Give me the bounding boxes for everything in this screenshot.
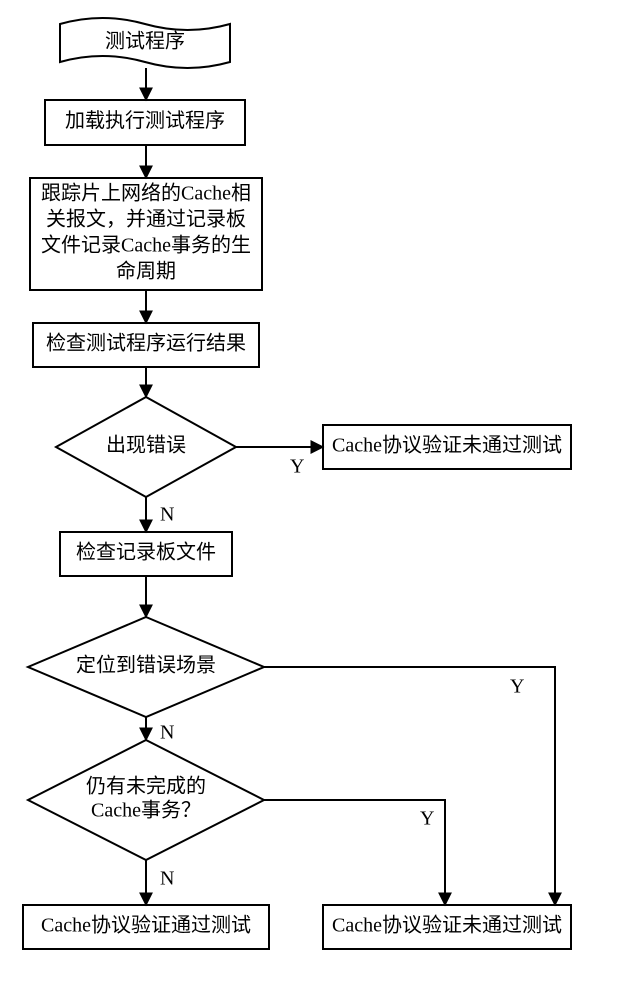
svg-text:Cache协议验证通过测试: Cache协议验证通过测试	[41, 914, 251, 937]
svg-text:出现错误: 出现错误	[106, 434, 186, 457]
svg-text:命周期: 命周期	[116, 260, 176, 283]
svg-text:仍有未完成的: 仍有未完成的	[86, 775, 206, 798]
svg-text:跟踪片上网络的Cache相: 跟踪片上网络的Cache相	[41, 182, 251, 205]
svg-text:Cache事务？: Cache事务？	[91, 799, 201, 822]
svg-text:N: N	[160, 868, 174, 890]
svg-text:Y: Y	[290, 456, 304, 478]
svg-text:Y: Y	[510, 676, 524, 698]
svg-text:加载执行测试程序: 加载执行测试程序	[65, 109, 225, 132]
svg-text:N: N	[160, 722, 174, 744]
edge-7	[264, 667, 555, 905]
svg-text:测试程序: 测试程序	[105, 30, 185, 53]
svg-text:Y: Y	[420, 808, 434, 830]
svg-text:Cache协议验证未通过测试: Cache协议验证未通过测试	[332, 434, 562, 457]
svg-text:检查测试程序运行结果: 检查测试程序运行结果	[46, 332, 246, 355]
svg-text:N: N	[160, 504, 174, 526]
svg-text:定位到错误场景: 定位到错误场景	[76, 654, 216, 677]
svg-text:关报文，并通过记录板: 关报文，并通过记录板	[46, 208, 246, 231]
svg-text:文件记录Cache事务的生: 文件记录Cache事务的生	[41, 234, 251, 257]
svg-text:Cache协议验证未通过测试: Cache协议验证未通过测试	[332, 914, 562, 937]
svg-text:检查记录板文件: 检查记录板文件	[76, 541, 216, 564]
edge-9	[264, 800, 445, 905]
